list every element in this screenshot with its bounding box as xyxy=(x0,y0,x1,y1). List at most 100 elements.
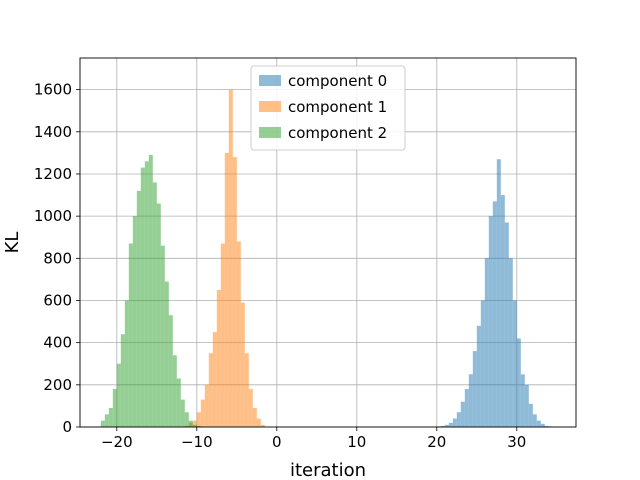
x-tick-label: 10 xyxy=(347,433,366,451)
histogram-bar xyxy=(132,216,137,427)
histogram-bar xyxy=(160,245,165,427)
histogram-bar xyxy=(440,425,445,427)
histogram-bar xyxy=(168,315,173,427)
histogram-bar xyxy=(504,222,509,427)
histogram-bar xyxy=(496,159,501,427)
histogram-bar xyxy=(460,401,465,427)
legend-swatch xyxy=(259,101,281,112)
histogram-bar xyxy=(188,420,193,427)
histogram-bar xyxy=(484,258,489,427)
x-tick-label: 20 xyxy=(427,433,446,451)
histogram-bar xyxy=(500,195,505,427)
histogram-bar xyxy=(520,374,525,427)
legend-label: component 0 xyxy=(288,72,387,90)
histogram-bar xyxy=(184,412,189,427)
histogram-bar xyxy=(492,201,497,427)
histogram-bar xyxy=(256,418,261,427)
y-tick-label: 800 xyxy=(43,249,72,267)
histogram-bar xyxy=(196,425,201,427)
histogram-bar xyxy=(120,334,125,427)
histogram-bar xyxy=(528,403,533,427)
histogram-bar xyxy=(172,355,177,427)
histogram-bar xyxy=(476,325,481,427)
histogram-bar xyxy=(212,332,217,427)
y-tick-label: 200 xyxy=(43,376,72,394)
histogram-bar xyxy=(208,353,213,427)
legend: component 0 component 1 component 2 xyxy=(250,65,406,151)
histogram-bar xyxy=(488,216,493,427)
histogram-bar xyxy=(260,424,265,427)
histogram-bar xyxy=(116,363,121,427)
histogram-bar xyxy=(516,338,521,427)
histogram-bar xyxy=(152,182,157,427)
histogram-bar xyxy=(220,243,225,427)
histogram-bar xyxy=(136,190,141,427)
histogram-bar xyxy=(444,424,449,427)
x-axis-label: iteration xyxy=(290,460,366,480)
histogram-bar xyxy=(100,420,105,427)
histogram-bar xyxy=(124,300,129,427)
y-tick-label: 600 xyxy=(43,291,72,309)
histogram-bar xyxy=(448,422,453,427)
histogram-bar xyxy=(540,423,545,427)
histogram-bar xyxy=(180,399,185,427)
y-tick-label: 1200 xyxy=(34,165,72,183)
plot-frame xyxy=(79,57,577,428)
x-tick-label: −20 xyxy=(101,433,133,451)
histogram-bar xyxy=(104,414,109,427)
legend-label: component 2 xyxy=(288,124,387,142)
axis-ticks: −20 −10 0 10 20 30 0 200 400 600 800 1000 1200 1400 16… xyxy=(34,81,527,451)
histogram-bar xyxy=(148,154,153,427)
series-1 xyxy=(184,89,265,428)
y-tick-label: 1600 xyxy=(34,81,72,99)
x-tick-label: 0 xyxy=(272,433,282,451)
x-tick-label: −10 xyxy=(181,433,213,451)
histogram-bar xyxy=(480,300,485,427)
histogram-bar xyxy=(228,89,233,427)
histogram-bar xyxy=(472,351,477,427)
histogram-bar xyxy=(176,378,181,427)
legend-box xyxy=(250,65,406,151)
histogram-bar xyxy=(192,420,197,427)
histogram-bar xyxy=(244,353,249,427)
histogram-bars xyxy=(100,89,553,428)
histogram-bar xyxy=(456,412,461,427)
histogram-bar xyxy=(236,241,241,427)
x-tick-label: 30 xyxy=(507,433,526,451)
histogram-bar xyxy=(536,420,541,427)
histogram-bar xyxy=(128,243,133,427)
histogram-bar xyxy=(232,157,237,428)
histogram-bar xyxy=(200,399,205,427)
histogram-bar xyxy=(508,258,513,427)
histogram-bar xyxy=(164,281,169,427)
histogram-bar xyxy=(140,167,145,427)
legend-swatch xyxy=(259,127,281,138)
histogram-bar xyxy=(216,289,221,427)
legend-swatch xyxy=(259,75,281,86)
y-tick-label: 400 xyxy=(43,334,72,352)
histogram-bar xyxy=(452,418,457,427)
histogram-bar xyxy=(156,203,161,427)
histogram-bar xyxy=(248,389,253,427)
legend-label: component 1 xyxy=(288,98,387,116)
histogram-bar xyxy=(252,408,257,427)
histogram-bar xyxy=(544,425,549,427)
histogram-bar xyxy=(532,414,537,427)
histogram-bar xyxy=(196,412,201,427)
series-0 xyxy=(436,159,553,427)
y-tick-label: 0 xyxy=(62,418,72,436)
series-2 xyxy=(100,154,201,427)
histogram-bar xyxy=(204,384,209,427)
y-tick-label: 1400 xyxy=(34,123,72,141)
histogram-bar xyxy=(144,161,149,427)
histogram-bar xyxy=(240,302,245,427)
histogram-bar xyxy=(192,424,197,427)
histogram-bar xyxy=(464,389,469,427)
y-axis-label: KL xyxy=(2,232,23,254)
histogram-bar xyxy=(512,300,517,427)
histogram-bar xyxy=(224,152,229,427)
histogram-bar xyxy=(524,384,529,427)
histogram-bar xyxy=(468,374,473,427)
y-tick-label: 1000 xyxy=(34,207,72,225)
